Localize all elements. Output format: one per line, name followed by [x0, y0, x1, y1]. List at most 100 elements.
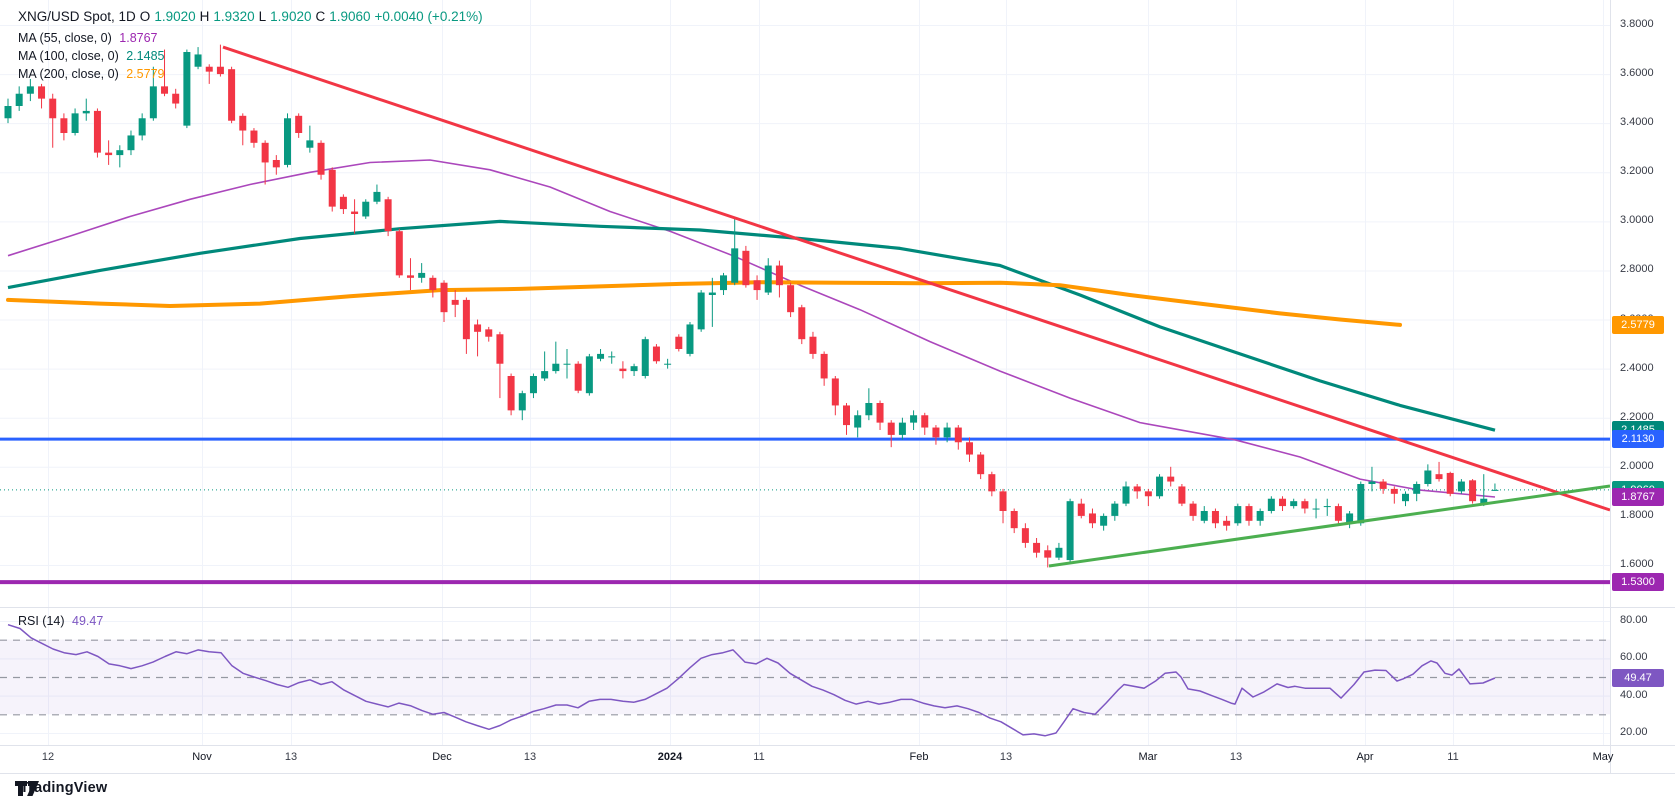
candle-body	[887, 422, 895, 435]
candle-body	[306, 140, 314, 148]
ma55-legend-row[interactable]: MA (55, close, 0) 1.8767	[18, 31, 162, 45]
candle	[529, 373, 537, 399]
ascending-trendline[interactable]	[1048, 484, 1611, 568]
candle-body	[843, 405, 850, 426]
rsi-tick-label: 20.00	[1620, 726, 1648, 738]
candle	[1323, 498, 1331, 516]
rsi-divider[interactable]	[0, 745, 1675, 746]
candle	[1211, 508, 1219, 529]
time-tick-label: 13	[284, 751, 298, 763]
candle	[239, 113, 247, 146]
candle	[1424, 464, 1432, 487]
candle	[630, 363, 638, 376]
candle	[798, 304, 806, 345]
open-value: 1.9020	[154, 9, 196, 24]
time-tick-label: 12	[41, 751, 55, 763]
candle-body	[854, 415, 862, 428]
candle	[406, 258, 414, 291]
candle	[1077, 498, 1085, 519]
candles-layer[interactable]	[4, 44, 1499, 568]
open-label: O	[139, 9, 151, 24]
candle	[351, 199, 359, 234]
symbol-legend-row[interactable]: XNG/USD Spot, 1D O 1.9020 H 1.9320 L 1.9020 C 1.…	[18, 9, 487, 24]
candle	[429, 275, 437, 298]
candle-body	[172, 93, 180, 104]
time-tick-label: May	[1592, 751, 1614, 763]
candle	[1178, 483, 1186, 507]
candle-body	[552, 363, 560, 372]
candle	[1245, 503, 1253, 526]
candle-body	[239, 115, 247, 131]
candle	[977, 452, 985, 480]
candle	[1122, 481, 1130, 507]
candle	[373, 184, 381, 205]
time-tick-label: Nov	[192, 751, 212, 763]
ma200-legend-row[interactable]: MA (200, close, 0) 2.5779	[18, 67, 168, 81]
candle-body	[1156, 476, 1164, 497]
candle-body	[507, 375, 515, 411]
candle-body	[38, 86, 46, 99]
candle	[1402, 491, 1409, 507]
candle	[1223, 515, 1231, 531]
ma100-line[interactable]	[7, 219, 1496, 432]
candle	[854, 410, 862, 438]
candle	[105, 140, 113, 165]
candle-body	[1256, 510, 1264, 521]
candle-body	[1111, 503, 1119, 516]
ma100-value: 2.1485	[126, 49, 165, 63]
candle	[93, 108, 101, 158]
candle-body	[71, 113, 79, 133]
time-tick-label: Dec	[432, 751, 452, 763]
candle-body	[440, 282, 448, 313]
candle	[1390, 486, 1398, 504]
candle	[127, 130, 135, 156]
candle-body	[675, 336, 683, 349]
candle	[1189, 501, 1197, 521]
candle	[194, 47, 202, 70]
candle	[284, 113, 291, 168]
candle-body	[742, 250, 750, 286]
ma55-line[interactable]	[7, 159, 1496, 498]
time-tick-label: 13	[1229, 751, 1243, 763]
pane-divider[interactable]	[0, 607, 1675, 608]
candle	[1256, 508, 1264, 526]
candle	[1167, 466, 1175, 487]
candle-body	[1323, 506, 1331, 508]
descending-trendline[interactable]	[222, 45, 1611, 512]
tradingview-attribution[interactable]: TradingView	[14, 780, 107, 796]
candle	[988, 471, 996, 497]
candle-body	[1446, 472, 1454, 494]
candle-body	[82, 110, 90, 114]
candle-body	[541, 371, 549, 379]
rsi-legend-row[interactable]: RSI (14) 49.47	[18, 614, 107, 628]
candle	[474, 319, 482, 357]
resistance-price-badge: 2.1130	[1612, 430, 1664, 449]
candle	[563, 348, 571, 379]
candle-body	[105, 152, 113, 156]
candle	[149, 66, 157, 121]
time-tick-label: 11	[753, 751, 765, 763]
candle-body	[1435, 474, 1443, 480]
candle-body	[429, 277, 437, 291]
candle	[317, 140, 325, 180]
candle-body	[138, 118, 146, 136]
price-tick-label: 3.6000	[1620, 67, 1654, 80]
candle-body	[451, 299, 459, 305]
candle-body	[1133, 486, 1141, 492]
rsi-pane[interactable]	[0, 623, 1610, 737]
candle-body	[1301, 501, 1309, 509]
ma100-legend-row[interactable]: MA (100, close, 0) 2.1485	[18, 49, 168, 63]
candle-body	[362, 201, 370, 217]
candle	[1021, 523, 1029, 548]
rsi-line[interactable]	[7, 623, 1496, 737]
candle-body	[328, 169, 336, 207]
candle-body	[1055, 547, 1063, 558]
candle	[742, 245, 750, 288]
candle-body	[529, 375, 537, 394]
candle	[965, 437, 973, 462]
candle	[362, 199, 370, 219]
candle-body	[339, 196, 347, 210]
candle	[250, 128, 258, 148]
candle	[418, 263, 426, 283]
